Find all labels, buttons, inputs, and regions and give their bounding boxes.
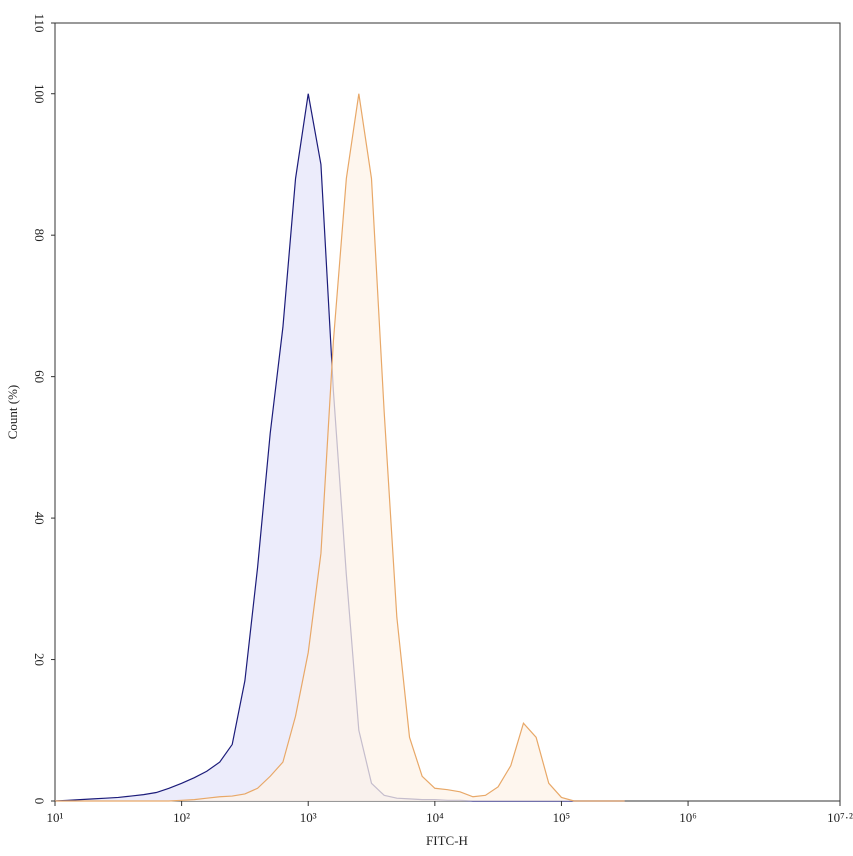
x-tick-label: 10⁶: [679, 810, 697, 825]
area-fill: [55, 93, 625, 802]
x-tick-label: 10⁷·²: [827, 810, 853, 825]
y-axis-label: Count (%): [5, 385, 20, 440]
y-tick-label: 0: [32, 798, 47, 805]
x-tick-label: 10¹: [47, 810, 64, 825]
y-tick-label: 80: [32, 229, 47, 242]
x-tick-label: 10⁵: [553, 810, 571, 825]
y-tick-label: 110: [32, 13, 47, 32]
x-tick-label: 10³: [300, 810, 317, 825]
y-tick-label: 100: [32, 84, 47, 104]
y-tick-label: 40: [32, 512, 47, 525]
x-tick-label: 10²: [173, 810, 190, 825]
plot-frame: [54, 22, 841, 802]
line: [55, 93, 625, 802]
y-tick-label: 20: [32, 653, 47, 666]
y-tick-label: 60: [32, 370, 47, 383]
x-tick-label: 10⁴: [426, 810, 444, 825]
x-axis-label: FITC-H: [426, 833, 468, 848]
